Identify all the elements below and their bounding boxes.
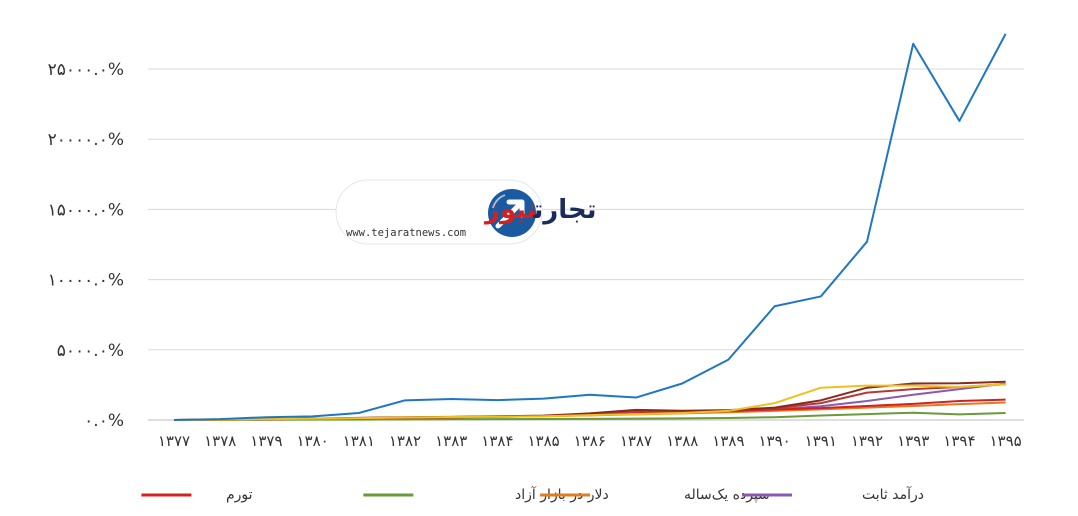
legend: تورم دلار در بازار آزاد سپرده یک‌ساله درآمد… — [141, 486, 924, 503]
x-tick-label: ۱۳۷۷ — [158, 432, 190, 450]
y-tick-label: ۲۰۰۰۰.۰% — [48, 130, 124, 150]
x-tick-label: ۱۳۸۰ — [296, 432, 328, 450]
tejaratnews-logo: تجارتنیوز www.tejaratnews.com — [335, 179, 597, 245]
x-tick-label: ۱۳۹۱ — [805, 432, 837, 450]
x-tick-label: ۱۳۸۴ — [481, 432, 513, 450]
legend-label: تورم — [226, 487, 253, 503]
x-tick-label: ۱۳۷۹ — [250, 432, 282, 450]
y-tick-label: ۰.۰% — [84, 411, 124, 431]
logo-arc — [492, 194, 506, 209]
x-tick-label: ۱۳۸۸ — [666, 432, 698, 450]
logo-brand-news: نیوز — [483, 195, 538, 225]
legend-label: سپرده یک‌ساله — [684, 487, 770, 503]
logo-badge — [335, 179, 543, 245]
x-tick-label: ۱۳۷۸ — [204, 432, 236, 450]
x-tick-label: ۱۳۸۵ — [527, 432, 559, 450]
series-line — [173, 383, 1006, 421]
x-tick-label: ۱۳۹۲ — [851, 432, 883, 450]
x-axis-ticks: ۱۳۷۷ ۱۳۷۸ ۱۳۷۹ ۱۳۸۰ ۱۳۸۱ ۱۳۸۲ ۱۳۸۳ ۱۳۸۴ ۱۳۸۵ ۱۳۸۶… — [158, 432, 1022, 450]
x-tick-label: ۱۳۹۳ — [897, 432, 929, 450]
y-axis-ticks: ۰.۰% ۵۰۰۰.۰% ۱۰۰۰۰.۰% ۱۵۰۰۰.۰% ۲۰۰۰۰.۰% ۲۵۰۰۰… — [48, 60, 124, 431]
legend-label: درآمد ثابت — [862, 486, 924, 503]
x-tick-label: ۱۳۸۳ — [435, 432, 467, 450]
x-tick-label: ۱۳۸۹ — [712, 432, 744, 450]
logo-brand: تجارتنیوز — [483, 195, 597, 225]
y-tick-label: ۱۰۰۰۰.۰% — [48, 271, 124, 291]
y-tick-label: ۵۰۰۰.۰% — [57, 341, 124, 361]
x-tick-label: ۱۳۹۴ — [943, 432, 975, 450]
x-tick-label: ۱۳۸۱ — [343, 432, 375, 450]
series-line — [173, 33, 1007, 421]
series-lines — [173, 33, 1007, 421]
x-tick-label: ۱۳۸۶ — [574, 432, 606, 450]
logo-url: www.tejaratnews.com — [346, 227, 466, 239]
y-tick-label: ۱۵۰۰۰.۰% — [48, 200, 124, 220]
x-tick-label: ۱۳۸۷ — [620, 432, 652, 450]
y-tick-label: ۲۵۰۰۰.۰% — [48, 60, 124, 80]
x-tick-label: ۱۳۸۲ — [389, 432, 421, 450]
x-tick-label: ۱۳۹۰ — [758, 432, 790, 450]
grid-layer — [148, 68, 1024, 421]
x-tick-label: ۱۳۹۵ — [989, 432, 1021, 450]
arrow-icon — [495, 199, 525, 229]
logo-brand-tejarat: تجارت — [533, 195, 597, 225]
